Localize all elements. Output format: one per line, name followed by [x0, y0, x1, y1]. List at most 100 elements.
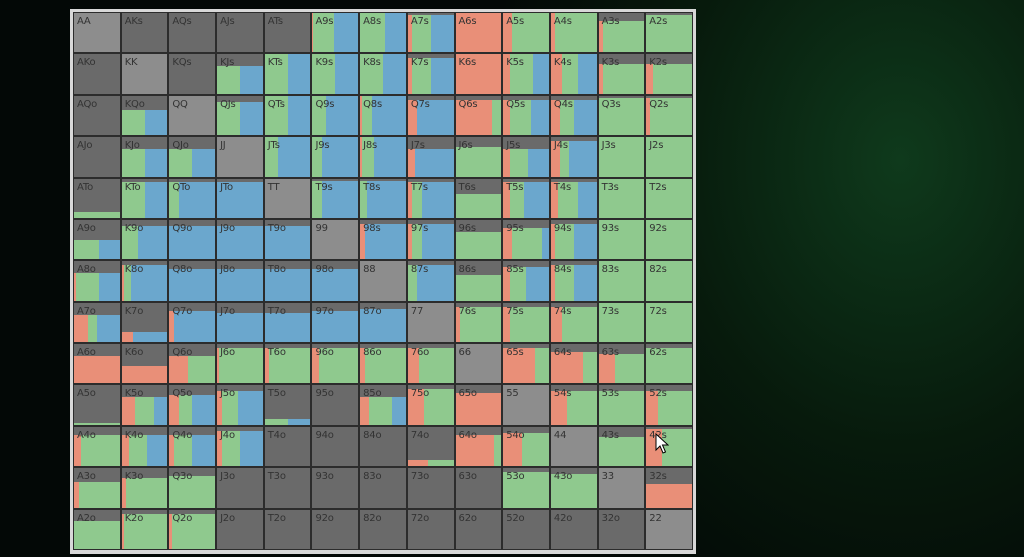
hand-cell-K5o[interactable]: K5o: [121, 385, 168, 425]
hand-cell-TT[interactable]: TT: [264, 178, 311, 218]
hand-cell-K3o[interactable]: K3o: [121, 468, 168, 508]
hand-cell-K2o[interactable]: K2o: [121, 509, 168, 549]
hand-cell-97s[interactable]: 97s: [407, 219, 454, 260]
hand-cell-63o[interactable]: 63o: [455, 468, 502, 508]
hand-cell-Q6s[interactable]: Q6s: [455, 95, 502, 136]
hand-cell-ATs[interactable]: ATs: [264, 13, 311, 53]
hand-cell-Q4s[interactable]: Q4s: [550, 95, 597, 136]
hand-cell-A3s[interactable]: A3s: [598, 13, 645, 53]
hand-cell-53s[interactable]: 53s: [598, 385, 645, 425]
hand-cell-AQo[interactable]: AQo: [74, 95, 120, 136]
hand-cell-93s[interactable]: 93s: [598, 219, 645, 260]
hand-cell-62s[interactable]: 62s: [646, 344, 692, 384]
hand-cell-Q6o[interactable]: Q6o: [169, 344, 216, 384]
hand-cell-T2o[interactable]: T2o: [264, 509, 311, 549]
hand-cell-JTs[interactable]: JTs: [264, 137, 311, 177]
hand-cell-KK[interactable]: KK: [121, 54, 168, 94]
hand-cell-86s[interactable]: 86s: [455, 261, 502, 301]
hand-cell-Q7o[interactable]: Q7o: [169, 302, 216, 343]
hand-cell-J5s[interactable]: J5s: [503, 137, 549, 177]
hand-cell-42s[interactable]: 42s: [646, 426, 692, 467]
hand-cell-A5o[interactable]: A5o: [74, 385, 120, 425]
hand-cell-JTo[interactable]: JTo: [217, 178, 263, 218]
hand-cell-A8o[interactable]: A8o: [74, 261, 120, 301]
hand-cell-Q5o[interactable]: Q5o: [169, 385, 216, 425]
hand-cell-98s[interactable]: 98s: [360, 219, 406, 260]
hand-cell-87o[interactable]: 87o: [360, 302, 406, 343]
hand-cell-J6s[interactable]: J6s: [455, 137, 502, 177]
hand-cell-K2s[interactable]: K2s: [646, 54, 692, 94]
hand-cell-74s[interactable]: 74s: [550, 302, 597, 343]
hand-cell-K4o[interactable]: K4o: [121, 426, 168, 467]
hand-cell-T8o[interactable]: T8o: [264, 261, 311, 301]
hand-cell-86o[interactable]: 86o: [360, 344, 406, 384]
hand-cell-65s[interactable]: 65s: [503, 344, 549, 384]
hand-cell-Q4o[interactable]: Q4o: [169, 426, 216, 467]
hand-cell-K8s[interactable]: K8s: [360, 54, 406, 94]
hand-cell-J5o[interactable]: J5o: [217, 385, 263, 425]
hand-cell-73o[interactable]: 73o: [407, 468, 454, 508]
hand-cell-T4s[interactable]: T4s: [550, 178, 597, 218]
hand-cell-A5s[interactable]: A5s: [503, 13, 549, 53]
hand-cell-93o[interactable]: 93o: [312, 468, 359, 508]
hand-cell-AKs[interactable]: AKs: [121, 13, 168, 53]
hand-cell-K6s[interactable]: K6s: [455, 54, 502, 94]
hand-cell-98o[interactable]: 98o: [312, 261, 359, 301]
hand-cell-Q8s[interactable]: Q8s: [360, 95, 406, 136]
hand-cell-J3s[interactable]: J3s: [598, 137, 645, 177]
hand-cell-95s[interactable]: 95s: [503, 219, 549, 260]
hand-cell-72o[interactable]: 72o: [407, 509, 454, 549]
hand-cell-A7o[interactable]: A7o: [74, 302, 120, 343]
hand-cell-AJs[interactable]: AJs: [217, 13, 263, 53]
hand-cell-KJo[interactable]: KJo: [121, 137, 168, 177]
hand-cell-T5o[interactable]: T5o: [264, 385, 311, 425]
hand-cell-53o[interactable]: 53o: [503, 468, 549, 508]
hand-cell-K7s[interactable]: K7s: [407, 54, 454, 94]
hand-cell-42o[interactable]: 42o: [550, 509, 597, 549]
hand-cell-92o[interactable]: 92o: [312, 509, 359, 549]
hand-cell-75s[interactable]: 75s: [503, 302, 549, 343]
hand-cell-J9o[interactable]: J9o: [217, 219, 263, 260]
hand-cell-A2s[interactable]: A2s: [646, 13, 692, 53]
hand-cell-74o[interactable]: 74o: [407, 426, 454, 467]
hand-cell-22[interactable]: 22: [646, 509, 692, 549]
hand-cell-A6o[interactable]: A6o: [74, 344, 120, 384]
hand-cell-52s[interactable]: 52s: [646, 385, 692, 425]
hand-cell-T8s[interactable]: T8s: [360, 178, 406, 218]
hand-cell-ATo[interactable]: ATo: [74, 178, 120, 218]
hand-cell-K7o[interactable]: K7o: [121, 302, 168, 343]
hand-cell-72s[interactable]: 72s: [646, 302, 692, 343]
hand-cell-KQo[interactable]: KQo: [121, 95, 168, 136]
hand-cell-A9o[interactable]: A9o: [74, 219, 120, 260]
hand-cell-K3s[interactable]: K3s: [598, 54, 645, 94]
hand-cell-JJ[interactable]: JJ: [217, 137, 263, 177]
hand-cell-75o[interactable]: 75o: [407, 385, 454, 425]
hand-cell-84o[interactable]: 84o: [360, 426, 406, 467]
hand-cell-94s[interactable]: 94s: [550, 219, 597, 260]
hand-cell-76o[interactable]: 76o: [407, 344, 454, 384]
hand-cell-KJs[interactable]: KJs: [217, 54, 263, 94]
hand-cell-62o[interactable]: 62o: [455, 509, 502, 549]
hand-cell-Q2s[interactable]: Q2s: [646, 95, 692, 136]
hand-cell-K8o[interactable]: K8o: [121, 261, 168, 301]
hand-cell-76s[interactable]: 76s: [455, 302, 502, 343]
hand-cell-J3o[interactable]: J3o: [217, 468, 263, 508]
hand-cell-95o[interactable]: 95o: [312, 385, 359, 425]
hand-cell-AJo[interactable]: AJo: [74, 137, 120, 177]
hand-cell-A2o[interactable]: A2o: [74, 509, 120, 549]
hand-cell-43o[interactable]: 43o: [550, 468, 597, 508]
hand-cell-88[interactable]: 88: [360, 261, 406, 301]
hand-cell-33[interactable]: 33: [598, 468, 645, 508]
hand-cell-64s[interactable]: 64s: [550, 344, 597, 384]
hand-cell-Q7s[interactable]: Q7s: [407, 95, 454, 136]
hand-cell-KTo[interactable]: KTo: [121, 178, 168, 218]
hand-cell-A9s[interactable]: A9s: [312, 13, 359, 53]
hand-cell-54s[interactable]: 54s: [550, 385, 597, 425]
hand-cell-T6o[interactable]: T6o: [264, 344, 311, 384]
hand-cell-Q8o[interactable]: Q8o: [169, 261, 216, 301]
hand-cell-99[interactable]: 99: [312, 219, 359, 260]
hand-cell-A4s[interactable]: A4s: [550, 13, 597, 53]
hand-cell-QQ[interactable]: QQ: [169, 95, 216, 136]
hand-cell-T7s[interactable]: T7s: [407, 178, 454, 218]
hand-cell-65o[interactable]: 65o: [455, 385, 502, 425]
